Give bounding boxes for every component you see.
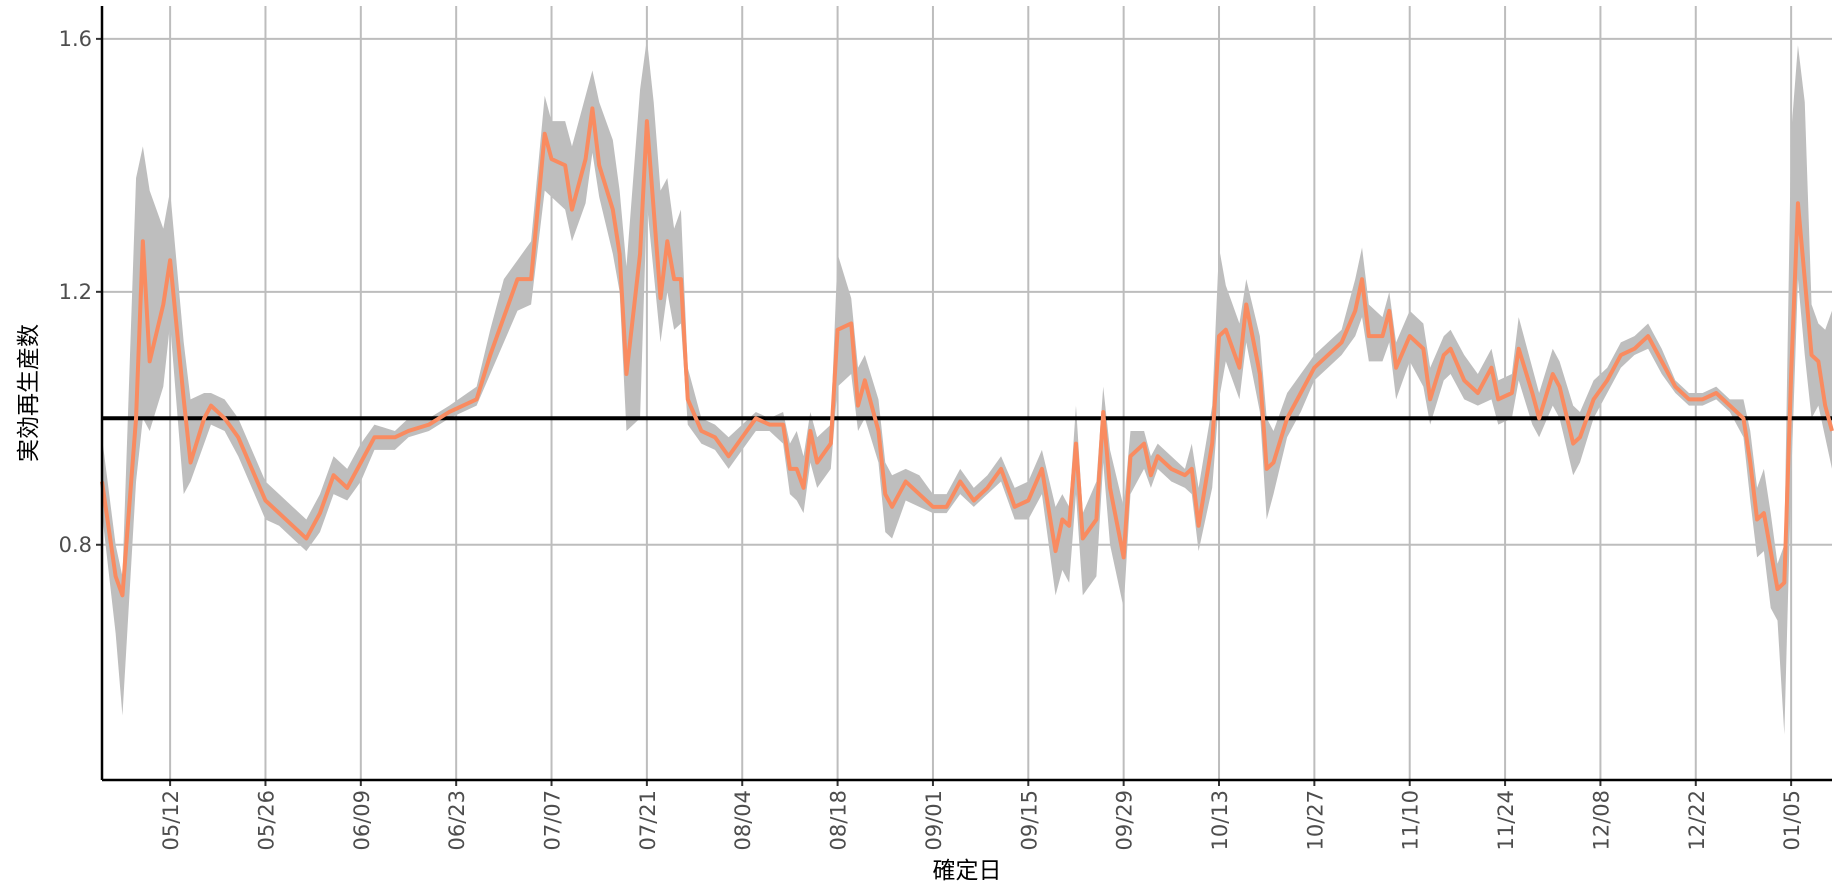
x-tick-label: 09/01 <box>922 790 946 851</box>
x-tick-label: 07/21 <box>636 790 660 851</box>
x-tick-label: 06/09 <box>350 790 374 851</box>
confidence-band <box>102 38 1832 735</box>
x-axis-title: 確定日 <box>933 858 1002 884</box>
x-tick-label: 05/26 <box>254 790 278 851</box>
x-tick-label: 09/29 <box>1113 790 1137 851</box>
x-tick-label: 10/13 <box>1208 790 1232 851</box>
x-tick-label: 08/04 <box>731 790 755 851</box>
x-tick-label: 09/15 <box>1017 790 1041 851</box>
x-tick-label: 07/07 <box>541 790 565 851</box>
x-tick-label: 10/27 <box>1303 790 1327 851</box>
y-tick-label: 1.2 <box>59 280 92 304</box>
x-tick-label: 11/10 <box>1399 790 1423 851</box>
x-tick-label: 08/18 <box>827 790 851 851</box>
x-tick-label: 12/08 <box>1589 790 1613 851</box>
line <box>100 106 1834 598</box>
x-tick-label: 05/12 <box>159 790 183 851</box>
y-axis-title: 実効再生産数 <box>16 324 42 462</box>
y-tick-label: 0.8 <box>59 533 92 557</box>
y-tick-label: 1.6 <box>59 27 92 51</box>
x-tick-label: 01/05 <box>1780 790 1804 851</box>
x-tick-label: 12/22 <box>1685 790 1709 851</box>
x-tick-label: 11/24 <box>1494 790 1518 851</box>
x-tick-label: 06/23 <box>445 790 469 851</box>
